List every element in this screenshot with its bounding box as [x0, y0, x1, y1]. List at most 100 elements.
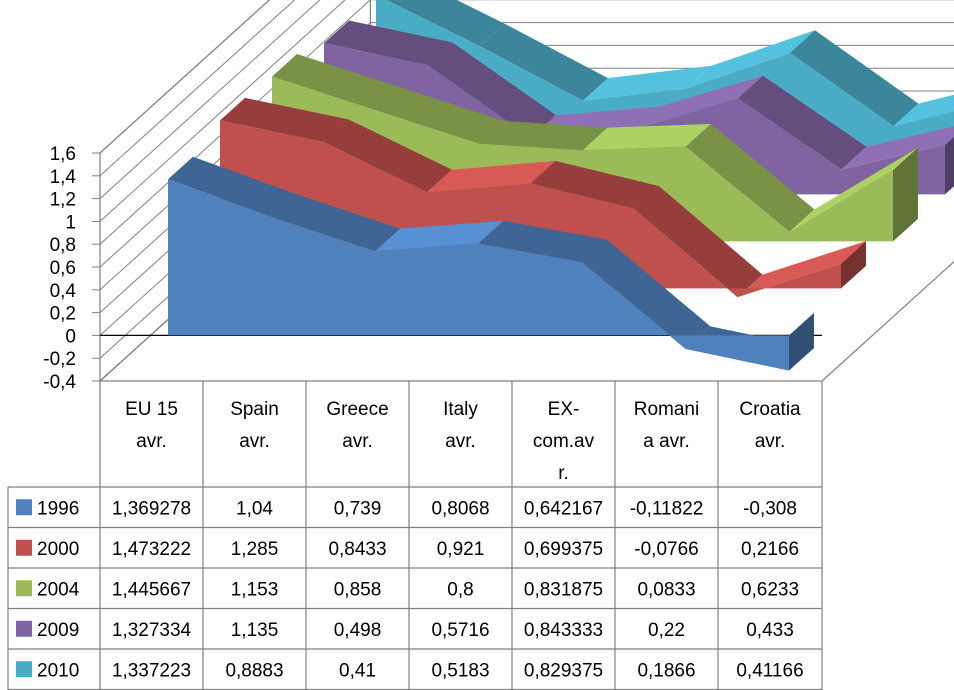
legend-label: 2000	[37, 539, 79, 560]
series-top-facet	[841, 126, 954, 170]
series-top-facet	[789, 147, 918, 232]
data-label: 0,8068	[431, 498, 489, 519]
y-tick-label: 1,4	[50, 167, 77, 188]
y-tick-label: 0,6	[50, 258, 76, 279]
series-top-facet	[427, 42, 556, 138]
y-tick-label: 1	[65, 212, 76, 233]
data-point	[323, 141, 324, 142]
series-top-facet	[530, 160, 659, 209]
data-point	[583, 100, 584, 101]
y-axis: 1,61,41,210,80,60,40,20-0,2-0,4	[43, 144, 76, 393]
data-point	[271, 216, 272, 217]
data-point	[893, 126, 894, 127]
data-point	[582, 262, 583, 263]
data-point	[738, 98, 739, 99]
y-tick-label: 1,6	[50, 144, 76, 165]
series-end-cap	[841, 241, 866, 289]
gridline	[99, 0, 296, 177]
data-label: 0,843333	[524, 620, 603, 641]
series-top-facet	[478, 220, 607, 263]
data-point	[893, 170, 894, 171]
data-label: 1,445667	[112, 579, 191, 600]
y-tick-label: 0,4	[50, 281, 77, 302]
category-label: avr.	[445, 431, 476, 452]
series-top-facet	[737, 241, 866, 298]
category-label: Croatia	[739, 399, 801, 420]
category-label: avr.	[755, 431, 786, 452]
category-label: avr.	[342, 431, 373, 452]
data-point	[530, 183, 531, 184]
series-top-facet	[323, 119, 452, 193]
data-label: 0,1866	[637, 660, 695, 681]
data-label: 0,6233	[741, 579, 799, 600]
gridline	[99, 0, 346, 222]
legend-label: 1996	[37, 498, 79, 519]
category-label: a avr.	[643, 431, 689, 452]
legend-label: 2009	[37, 620, 79, 641]
data-label: 1,285	[231, 539, 279, 560]
series-top-facet	[738, 75, 867, 170]
legend-label: 2010	[37, 660, 79, 681]
series-top-facet	[271, 194, 400, 252]
legend-key	[16, 661, 32, 678]
category-label: EU 15	[125, 399, 178, 420]
data-label: 0,2166	[741, 539, 799, 560]
data-label: 1,327334	[112, 620, 192, 641]
data-point	[841, 263, 842, 264]
data-label: 0,739	[334, 498, 382, 519]
series-front-face	[168, 179, 789, 371]
series-top-facet	[220, 97, 349, 142]
series-top-facet	[790, 30, 919, 127]
data-label: 0,921	[437, 539, 485, 560]
data-point	[841, 169, 842, 170]
data-point	[686, 146, 687, 147]
series-top-facet	[168, 156, 297, 217]
series-top-facet	[893, 94, 954, 127]
data-label: 1,473222	[112, 539, 191, 560]
series-top-facet	[479, 23, 608, 101]
gridline	[99, 0, 321, 199]
data-label: 0,41166	[736, 660, 803, 681]
legend-key	[16, 499, 32, 516]
data-label: -0,0766	[634, 539, 698, 560]
plot-area	[168, 0, 954, 371]
category-label: Romani	[634, 399, 699, 420]
y-tick-label: -0,2	[43, 349, 76, 370]
data-label: 0,5183	[431, 660, 489, 681]
data-point	[479, 143, 480, 144]
legend-key	[16, 620, 32, 637]
category-label: com.av	[533, 431, 595, 452]
series-top-facet	[324, 20, 453, 66]
data-point	[375, 251, 376, 252]
data-label: 0,5716	[431, 620, 489, 641]
data-label: 1,04	[236, 498, 273, 519]
data-label: 0,41	[339, 660, 376, 681]
data-point	[789, 231, 790, 232]
data-label: -0,308	[743, 498, 797, 519]
data-label: 0,8883	[225, 660, 283, 681]
category-label: Spain	[230, 399, 279, 420]
series-top-facet	[375, 220, 504, 252]
data-label: 1,135	[231, 620, 279, 641]
data-label: 0,699375	[524, 539, 603, 560]
series-top-facet	[479, 121, 608, 151]
data-point	[737, 297, 738, 298]
data-label: 0,8433	[328, 539, 386, 560]
series-1996	[168, 156, 814, 371]
data-point	[324, 43, 325, 44]
data-label: 0,0833	[637, 579, 695, 600]
data-point	[478, 243, 479, 244]
data-label: 1,153	[231, 579, 279, 600]
y-tick-label: -0,4	[43, 372, 76, 393]
data-label: 0,8	[447, 579, 473, 600]
data-point	[168, 179, 169, 180]
category-label: Italy	[443, 399, 478, 420]
series-top-facet	[427, 160, 556, 193]
series-top-facet	[386, 0, 505, 47]
data-point	[220, 120, 221, 121]
legend-key	[16, 580, 32, 597]
category-label: avr.	[136, 431, 167, 452]
legend-label: 2004	[37, 579, 80, 600]
data-point	[686, 88, 687, 89]
